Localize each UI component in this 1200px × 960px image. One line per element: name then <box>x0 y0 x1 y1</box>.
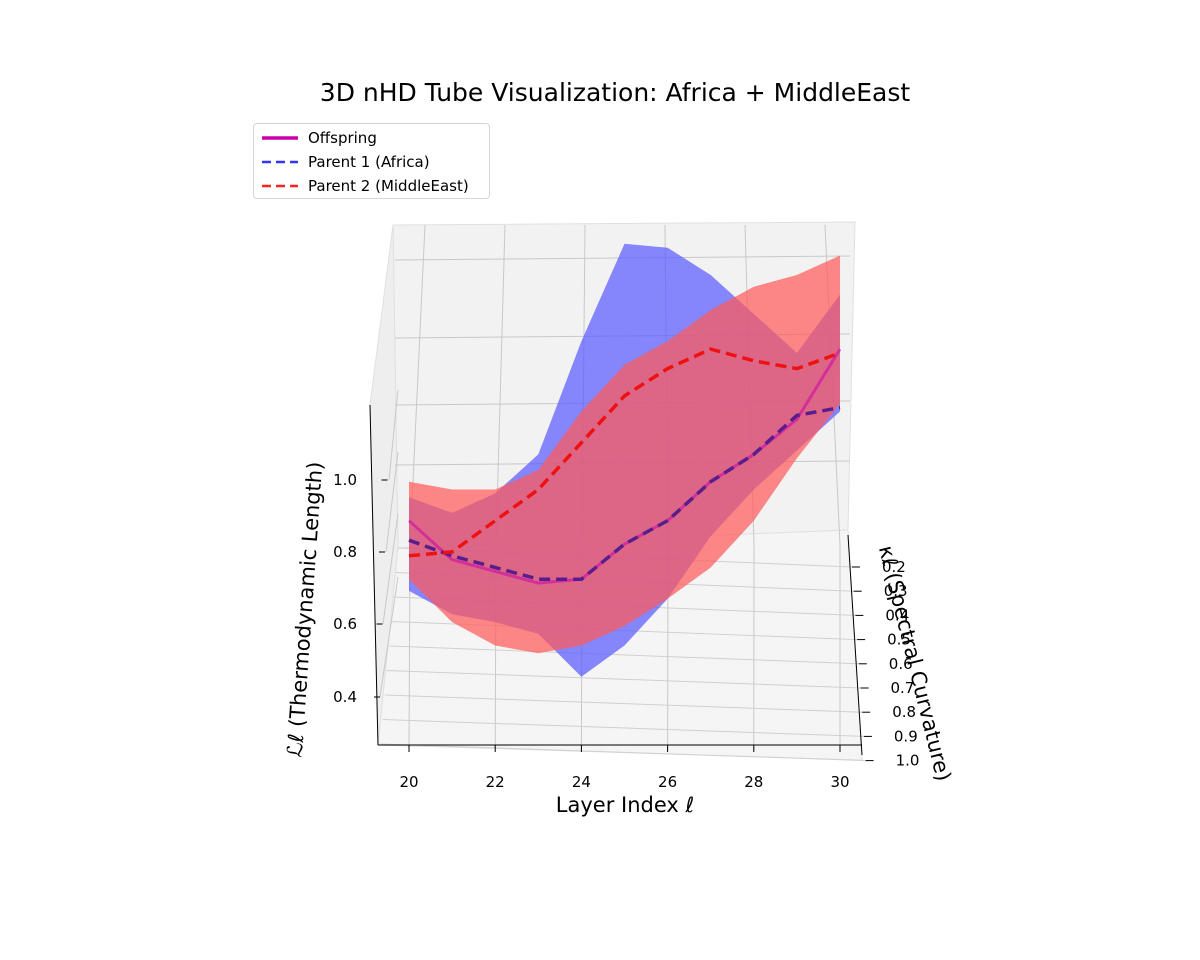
legend-swatch-offspring <box>262 136 298 140</box>
series-line-parent2 <box>408 347 841 558</box>
y-axis-label: κℓ (Spectral Curvature) <box>874 543 956 784</box>
y-tick-label: 1.0 <box>896 752 920 770</box>
y-tick-label: 0.5 <box>887 631 911 649</box>
y-tick-label: 0.4 <box>885 606 909 624</box>
z-tick-label: 1.0 <box>333 471 357 489</box>
series-line-parent1 <box>408 405 841 581</box>
z-tick-label: 0.8 <box>333 543 357 561</box>
gridline-y-floor <box>380 743 866 762</box>
z-axis-line <box>369 404 379 746</box>
legend-label-parent1: Parent 1 (Africa) <box>308 153 430 171</box>
legend-item-offspring: Offspring <box>260 128 377 148</box>
z-axis-label: ℒℓ (Thermodynamic Length) <box>283 461 328 758</box>
gridline-y-floor <box>384 694 863 713</box>
chart-title: 3D nHD Tube Visualization: Africa + Midd… <box>319 78 911 107</box>
y-tick-label: 0.2 <box>882 558 906 576</box>
legend-swatch-parent2 <box>262 184 298 188</box>
x-tick-label: 20 <box>399 773 418 791</box>
legend-label-parent2: Parent 2 (MiddleEast) <box>308 177 469 195</box>
legend-item-parent2: Parent 2 (MiddleEast) <box>260 176 469 196</box>
z-tick-label: 0.6 <box>333 615 357 633</box>
gridline-y-floor <box>382 719 864 737</box>
legend-swatch-parent1 <box>262 160 298 164</box>
tick-labels: 20 22 24 26 28 30 0.4 0.6 0.8 1.0 0.2 0.3 0.4 0.5 0.6 0… <box>333 471 919 791</box>
y-axis-line <box>847 534 863 756</box>
axes <box>369 404 874 762</box>
x-tick-label: 22 <box>486 773 505 791</box>
y-tick-label: 0.6 <box>889 655 913 673</box>
y-tick-label: 0.3 <box>884 582 908 600</box>
legend-item-parent1: Parent 1 (Africa) <box>260 152 430 172</box>
series-lines <box>407 347 842 585</box>
legend: Offspring Parent 1 (Africa) Parent 2 (Mi… <box>253 123 490 199</box>
x-axis-label: Layer Index ℓ <box>556 793 694 817</box>
gridline-z-left <box>382 513 399 625</box>
x-tick-label: 28 <box>744 773 763 791</box>
x-tick-label: 30 <box>830 773 849 791</box>
gridline-y-floor <box>386 670 861 689</box>
gridline-z-left <box>385 451 399 553</box>
y-tick-label: 0.7 <box>891 679 915 697</box>
gridline-y-floor <box>389 645 859 665</box>
y-tick-label: 0.9 <box>894 727 918 745</box>
x-tick-label: 24 <box>572 773 591 791</box>
x-tick-label: 26 <box>658 773 677 791</box>
legend-label-offspring: Offspring <box>308 129 377 147</box>
z-tick-label: 0.4 <box>333 688 357 706</box>
y-tick-label: 0.8 <box>892 703 916 721</box>
